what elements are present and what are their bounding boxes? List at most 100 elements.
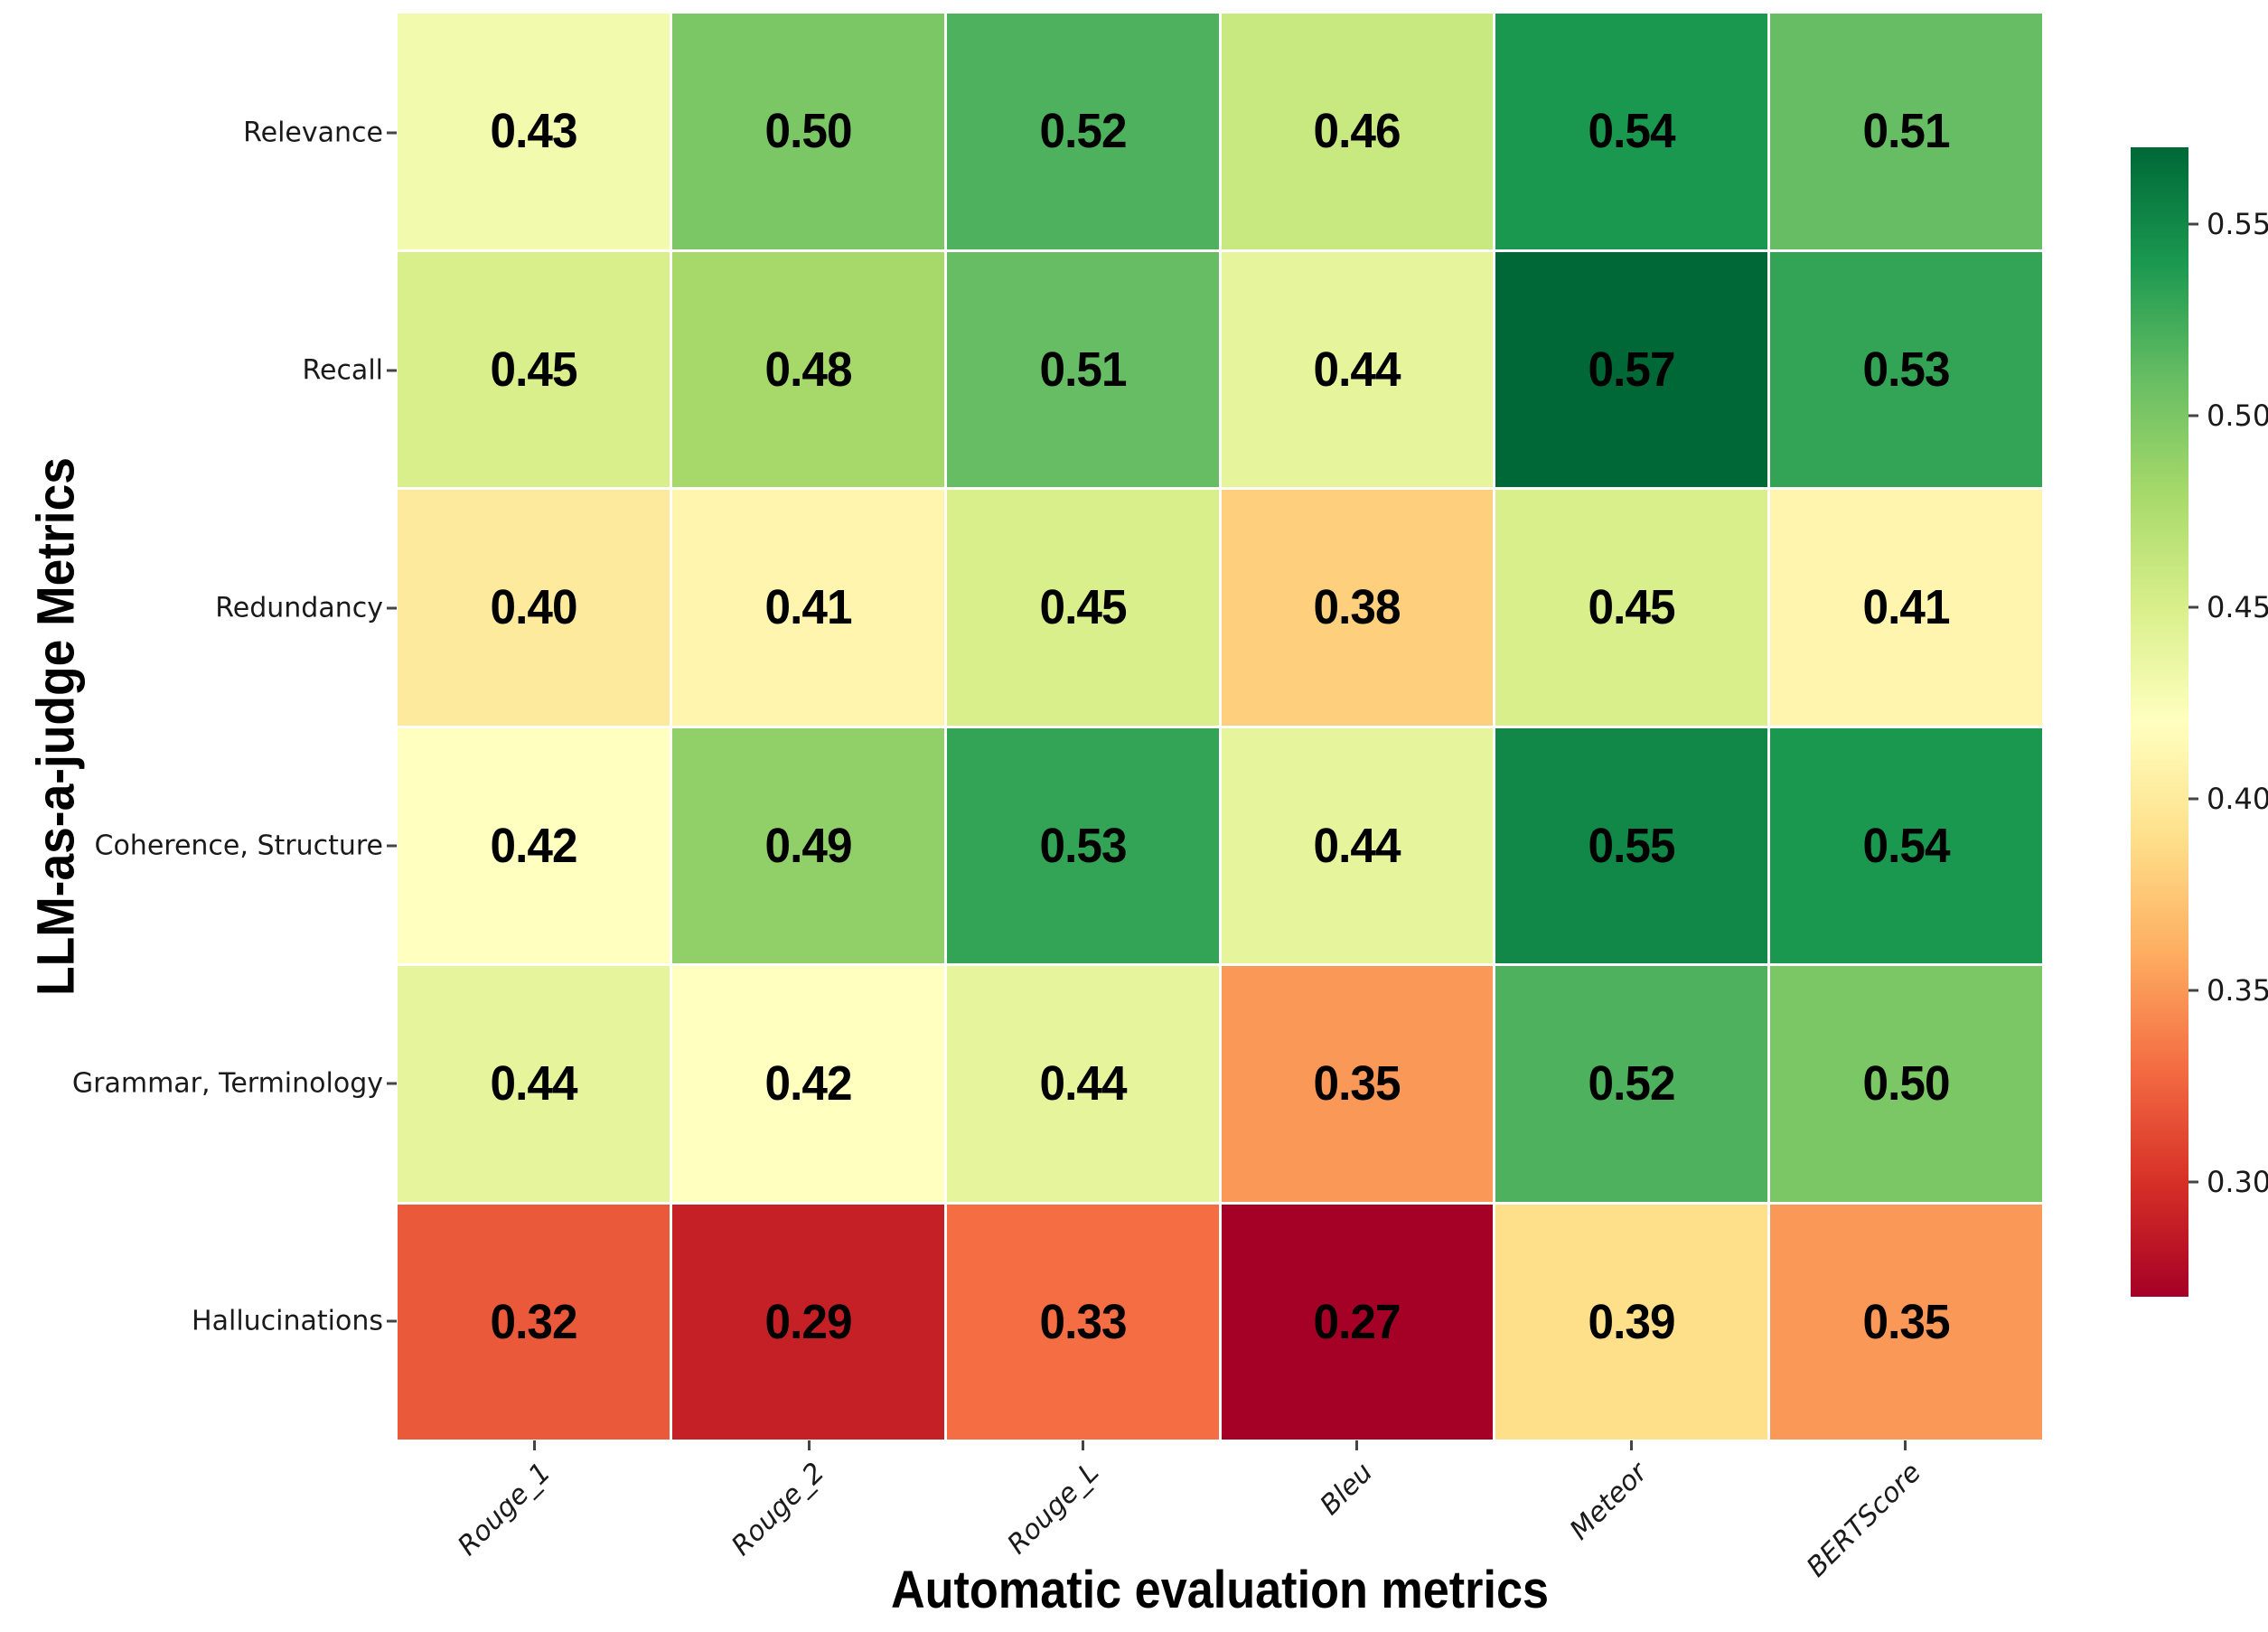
heatmap-cell-value: 0.39 xyxy=(1588,1294,1676,1349)
heatmap-cell: 0.41 xyxy=(671,490,944,726)
colorbar-tick-mark xyxy=(2188,605,2198,609)
heatmap-cell-value: 0.38 xyxy=(1313,580,1401,635)
heatmap-cell: 0.48 xyxy=(671,251,944,487)
x-tick-mark xyxy=(1903,1440,1907,1450)
heatmap-cell-value: 0.32 xyxy=(490,1294,577,1349)
x-tick-label: Rouge_L xyxy=(1001,1457,1106,1561)
heatmap-cell: 0.42 xyxy=(398,727,670,963)
heatmap-cell: 0.41 xyxy=(1770,490,2042,726)
heatmap-cell-value: 0.50 xyxy=(764,104,852,159)
y-tick-label: Relevance xyxy=(243,117,383,148)
heatmap-cell: 0.44 xyxy=(1221,727,1494,963)
heatmap-cell-value: 0.43 xyxy=(490,104,577,159)
heatmap-cell-value: 0.45 xyxy=(1039,580,1127,635)
heatmap-cell-value: 0.52 xyxy=(1039,104,1127,159)
heatmap-cell-value: 0.52 xyxy=(1588,1056,1676,1111)
heatmap-cell: 0.35 xyxy=(1770,1204,2042,1440)
heatmap-cell-value: 0.44 xyxy=(490,1056,577,1111)
heatmap-cell: 0.33 xyxy=(946,1204,1219,1440)
x-axis-title: Automatic evaluation metrics xyxy=(890,1561,1550,1619)
colorbar-tick-label: 0.30 xyxy=(2207,1164,2268,1199)
heatmap-cell-value: 0.42 xyxy=(764,1056,852,1111)
colorbar-tick-mark xyxy=(2188,1180,2198,1184)
heatmap-cell: 0.38 xyxy=(1221,490,1494,726)
x-tick-label: BERTScore xyxy=(1800,1457,1928,1584)
heatmap-cell: 0.45 xyxy=(1495,490,1768,726)
x-tick-mark xyxy=(1081,1440,1084,1450)
colorbar-tick-mark xyxy=(2188,414,2198,417)
heatmap-cell: 0.27 xyxy=(1221,1204,1494,1440)
heatmap-cell: 0.51 xyxy=(946,251,1219,487)
heatmap-cell: 0.50 xyxy=(671,14,944,249)
heatmap-cell: 0.40 xyxy=(398,490,670,726)
heatmap-cell-value: 0.33 xyxy=(1039,1294,1127,1349)
heatmap-cell-value: 0.45 xyxy=(1588,580,1676,635)
x-tick-mark xyxy=(807,1440,811,1450)
y-tick-label: Grammar, Terminology xyxy=(71,1067,383,1099)
x-tick-label: Meteor xyxy=(1563,1457,1654,1547)
y-tick-mark xyxy=(387,131,397,134)
heatmap-cell-value: 0.44 xyxy=(1039,1056,1127,1111)
heatmap-cell: 0.54 xyxy=(1770,727,2042,963)
y-tick-label: Redundancy xyxy=(215,592,383,624)
heatmap-cell-value: 0.41 xyxy=(764,580,852,635)
colorbar-tick-label: 0.45 xyxy=(2207,589,2268,624)
heatmap-cell-value: 0.27 xyxy=(1313,1294,1401,1349)
heatmap-cell-value: 0.51 xyxy=(1862,104,1951,159)
heatmap-cell: 0.43 xyxy=(398,14,670,249)
heatmap-cell: 0.39 xyxy=(1495,1204,1768,1440)
heatmap-cell-value: 0.41 xyxy=(1862,580,1951,635)
heatmap-cell: 0.35 xyxy=(1221,966,1494,1202)
heatmap-cell: 0.53 xyxy=(946,727,1219,963)
heatmap-cell: 0.52 xyxy=(946,14,1219,249)
heatmap-cell-value: 0.44 xyxy=(1313,342,1401,397)
heatmap-cell-value: 0.48 xyxy=(764,342,852,397)
heatmap-cell-value: 0.35 xyxy=(1862,1294,1951,1349)
heatmap-cell-value: 0.55 xyxy=(1588,818,1676,873)
y-tick-label: Hallucinations xyxy=(192,1305,383,1337)
heatmap-cell-value: 0.45 xyxy=(490,342,577,397)
x-tick-label: Rouge_2 xyxy=(726,1457,831,1562)
heatmap-cell: 0.53 xyxy=(1770,251,2042,487)
heatmap-cell: 0.54 xyxy=(1495,14,1768,249)
y-tick-label: Recall xyxy=(302,354,383,386)
heatmap-cell-value: 0.42 xyxy=(490,818,577,873)
heatmap-cell-value: 0.57 xyxy=(1588,342,1676,397)
heatmap-cell: 0.45 xyxy=(398,251,670,487)
heatmap-cell-value: 0.35 xyxy=(1313,1056,1401,1111)
heatmap-cell: 0.32 xyxy=(398,1204,670,1440)
colorbar-tick-label: 0.55 xyxy=(2207,206,2268,241)
heatmap-cell-value: 0.54 xyxy=(1862,818,1951,873)
x-tick-mark xyxy=(1355,1440,1359,1450)
y-tick-mark xyxy=(387,606,397,609)
heatmap-cell-value: 0.29 xyxy=(764,1294,852,1349)
colorbar-tick-label: 0.35 xyxy=(2207,972,2268,1008)
heatmap-cell: 0.52 xyxy=(1495,966,1768,1202)
colorbar-tick-mark xyxy=(2188,797,2198,801)
heatmap-cell-value: 0.53 xyxy=(1862,342,1951,397)
heatmap-grid: 0.43 0.50 0.52 0.46 0.54 0.51 0.45 0.48 0.51 0.44… xyxy=(398,14,2042,1440)
colorbar-tick-label: 0.40 xyxy=(2207,781,2268,816)
colorbar-tick-label: 0.50 xyxy=(2207,398,2268,433)
y-tick-mark xyxy=(387,369,397,371)
heatmap-cell-value: 0.46 xyxy=(1313,104,1401,159)
heatmap-cell-value: 0.40 xyxy=(490,580,577,635)
heatmap-cell: 0.44 xyxy=(398,966,670,1202)
heatmap-cell: 0.46 xyxy=(1221,14,1494,249)
heatmap-cell: 0.50 xyxy=(1770,966,2042,1202)
colorbar-tick-mark xyxy=(2188,222,2198,226)
x-tick-label: Rouge_1 xyxy=(451,1457,558,1562)
x-tick-label: Bleu xyxy=(1314,1457,1380,1522)
x-tick-mark xyxy=(1629,1440,1633,1450)
heatmap-cell: 0.45 xyxy=(946,490,1219,726)
heatmap-cell: 0.57 xyxy=(1495,251,1768,487)
y-axis-title: LLM-as-a-judge Metrics xyxy=(26,457,86,996)
y-tick-mark xyxy=(387,1082,397,1084)
heatmap-cell-value: 0.51 xyxy=(1039,342,1127,397)
y-tick-label: Coherence, Structure xyxy=(94,830,384,861)
heatmap-cell-value: 0.44 xyxy=(1313,818,1401,873)
x-tick-mark xyxy=(533,1440,537,1450)
heatmap-cell: 0.51 xyxy=(1770,14,2042,249)
heatmap-cell: 0.29 xyxy=(671,1204,944,1440)
